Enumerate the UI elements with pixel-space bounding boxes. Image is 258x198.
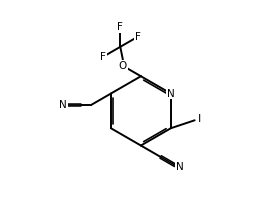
- Text: N: N: [59, 100, 67, 110]
- Text: F: F: [135, 32, 141, 42]
- Text: I: I: [198, 114, 201, 124]
- Text: N: N: [167, 89, 175, 99]
- Text: F: F: [100, 52, 106, 62]
- Text: N: N: [176, 162, 184, 172]
- Text: O: O: [119, 61, 127, 71]
- Text: F: F: [117, 22, 123, 32]
